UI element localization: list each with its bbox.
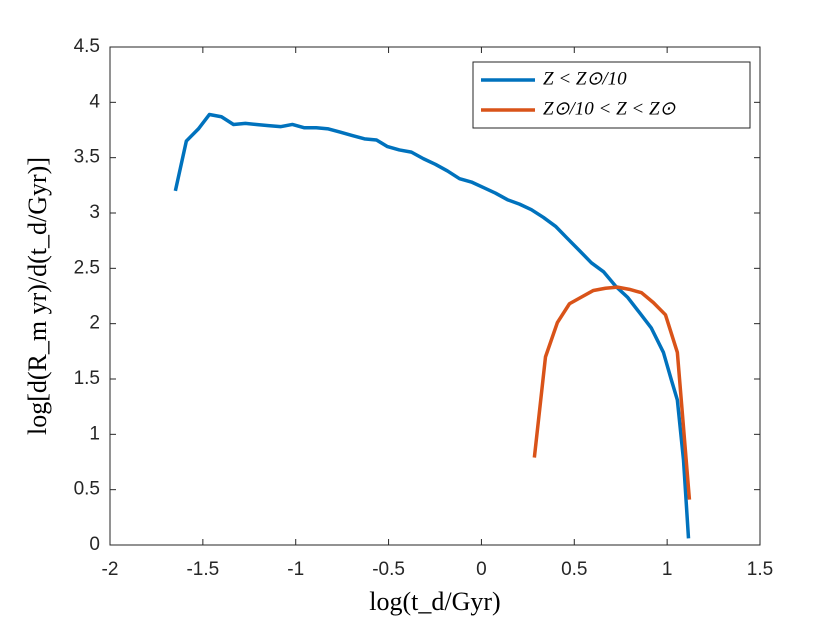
y-tick-label: 4.5 <box>74 36 100 57</box>
legend-label: Z⊙/10 < Z < Z⊙ <box>543 98 676 119</box>
y-tick-label: 2.5 <box>74 257 100 278</box>
y-tick-label: 0 <box>89 534 100 555</box>
line <box>173 112 691 539</box>
x-tick-label: -1.5 <box>186 559 219 580</box>
legend: Z < Z⊙/10 Z⊙/10 < Z < Z⊙ <box>472 61 751 129</box>
x-tick-label: 1 <box>662 559 673 580</box>
y-tick-label: 1.5 <box>74 368 100 389</box>
x-tick-label: -2 <box>102 559 119 580</box>
y-tick-label: 0.5 <box>74 479 100 500</box>
y-tick-label: 2 <box>89 313 100 334</box>
x-tick-label: -0.5 <box>372 559 405 580</box>
y-tick-label: 3.5 <box>74 147 100 168</box>
x-tick-label: -1 <box>287 559 304 580</box>
y-axis-label: log[d(R_m yr)/d(t_d/Gyr)] <box>23 157 52 435</box>
x-tick-label: 0.5 <box>561 559 587 580</box>
line <box>532 285 692 500</box>
x-axis-label: log(t_d/Gyr) <box>369 587 500 616</box>
legend-label: Z < Z⊙/10 <box>543 68 627 89</box>
x-tick-label: 1.5 <box>747 559 773 580</box>
x-tick-label: 0 <box>476 559 487 580</box>
y-tick-label: 1 <box>89 423 100 444</box>
y-tick-label: 3 <box>89 202 100 223</box>
y-tick-label: 4 <box>89 91 100 112</box>
plot-frame <box>109 46 761 546</box>
legend-box <box>472 61 751 129</box>
